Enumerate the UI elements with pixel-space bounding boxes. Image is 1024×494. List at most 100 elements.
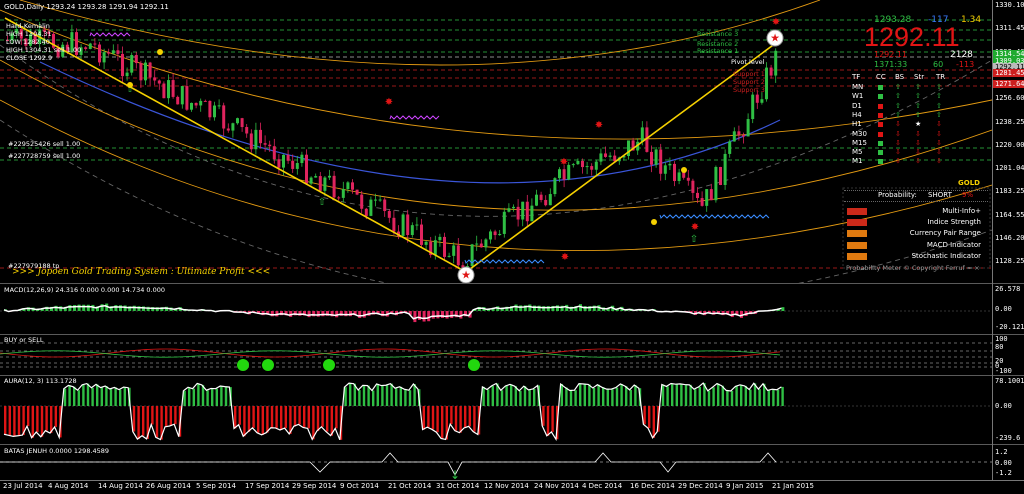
aura-bar — [9, 406, 11, 435]
price-scale[interactable]: 1330.101311.451293.401274.851256.601238.… — [992, 0, 1024, 480]
arrow-up-icon: ⇧ — [936, 92, 942, 101]
aura-bar — [252, 406, 254, 428]
aura-bar — [395, 388, 397, 406]
price-tick: 1146.20 — [995, 234, 1024, 242]
order-label[interactable]: #227728759 sell 1.00 — [8, 152, 80, 160]
aura-bar — [87, 384, 89, 406]
aura-label: AURA(12, 3) 113.1728 — [4, 377, 77, 385]
time-label: 5 Sep 2014 — [196, 482, 236, 490]
arrow-up-icon: ⇧ — [895, 111, 901, 120]
candle-body — [590, 166, 593, 170]
candle-body — [392, 218, 395, 232]
menu-item-label: Multi-Info+ — [942, 207, 981, 215]
arrow-down-icon: ↓ — [450, 468, 460, 480]
aura-bar — [432, 406, 434, 429]
aura-bar — [685, 385, 687, 406]
buysell-pane[interactable]: BUY or SELL — [0, 335, 992, 375]
mtf-row: MN⇧⇧⇧ — [840, 83, 990, 92]
candle-body — [139, 63, 142, 80]
macd-pane[interactable]: MACD(12,26,9) 24.316 0.000 0.000 14.734 … — [0, 284, 992, 334]
aura-bar — [27, 406, 29, 426]
aura-bar — [533, 389, 535, 406]
aura-bar — [740, 385, 742, 406]
candle-body — [434, 240, 437, 255]
menu-item[interactable]: Stochastic Indicator — [847, 252, 985, 262]
menu-item[interactable]: MACD Indicator — [847, 241, 985, 251]
macd-bar — [436, 311, 439, 318]
aura-bar — [96, 384, 98, 406]
candle-body — [310, 178, 313, 184]
candle-body — [586, 166, 589, 167]
buy-signal-dot-icon — [237, 359, 249, 371]
aura-bar — [469, 406, 471, 426]
time-label: 9 Oct 2014 — [340, 482, 379, 490]
aura-bar — [170, 406, 172, 426]
aura-bar — [781, 387, 783, 406]
aura-bar — [671, 384, 673, 406]
aura-bar — [492, 386, 494, 406]
candle-body — [222, 105, 225, 128]
aura-scale-bottom: -239.6 — [995, 434, 1020, 442]
candle-body — [751, 95, 754, 119]
arrow-up-icon: ⇧ — [936, 83, 942, 92]
aura-bar — [124, 387, 126, 406]
candle-body — [572, 164, 575, 165]
price-tick: 1256.60 — [995, 94, 1024, 102]
macd-bar — [423, 311, 426, 322]
menu-item[interactable]: Multi-Info+ — [847, 207, 985, 217]
arrow-down-icon: ⇩ — [936, 148, 942, 157]
aura-bar — [105, 386, 107, 406]
candle-body — [250, 133, 253, 149]
candle-body — [328, 176, 331, 178]
time-label: 29 Dec 2014 — [678, 482, 723, 490]
aura-bar — [597, 385, 599, 406]
menu-item[interactable]: Indice Strength — [847, 218, 985, 228]
mtf-timeframe: H4 — [852, 111, 862, 120]
zigzag-marker — [390, 116, 439, 119]
candle-body — [135, 55, 138, 63]
prob-label: Probability: — [878, 191, 917, 200]
aura-pane[interactable]: AURA(12, 3) 113.1728 — [0, 376, 992, 444]
main-chart-pane[interactable]: ★★⇧⇧⇧✸✸✸✸✸⇧✸ GOLD,Daily 1293.24 1293.28 … — [0, 0, 992, 283]
candle-body — [517, 207, 520, 220]
candle-body — [770, 68, 773, 76]
info-line: CLOSE 1292.9 — [6, 54, 81, 62]
aura-bar — [294, 406, 296, 426]
batas-scale-bottom: -1.2 — [995, 469, 1012, 477]
mtf-row: M15⇩⇩⇩ — [840, 139, 990, 148]
aura-bar — [662, 384, 664, 406]
candle-body — [581, 161, 584, 167]
candle-body — [438, 237, 441, 240]
dash-line3-a: 1371:33 — [874, 60, 907, 69]
candle-body — [167, 80, 170, 98]
aura-bar — [634, 385, 636, 406]
batas-pane[interactable]: ↓ BATAS JENUH 0.0000 1298.4589 — [0, 445, 992, 480]
aura-bar — [308, 406, 310, 428]
arrow-up-icon: ⇧ — [936, 111, 942, 120]
star-icon: ★ — [461, 269, 471, 282]
order-label[interactable]: #229525426 sell 1.00 — [8, 140, 80, 148]
macd-bar — [82, 305, 85, 311]
macd-bar — [317, 311, 320, 317]
arrow-down-icon: ⇩ — [895, 120, 901, 129]
mtf-row: W1⇧⇧⇧ — [840, 92, 990, 101]
candle-body — [609, 156, 612, 157]
aura-bar — [114, 387, 116, 406]
aura-bar — [349, 383, 351, 406]
macd-bar — [119, 305, 122, 311]
candle-body — [576, 161, 579, 164]
menu-item[interactable]: Currency Pair Range — [847, 229, 985, 239]
cc-square — [878, 104, 883, 109]
macd-bar — [308, 311, 311, 317]
arrow-down-icon: ⇩ — [936, 130, 942, 139]
arrow-down-icon: ⇩ — [936, 157, 942, 166]
price-tag: 1281.45 — [993, 69, 1024, 77]
candle-body — [742, 135, 745, 136]
dash-line2-b: 2128 — [950, 50, 973, 60]
aura-bar — [317, 406, 319, 431]
macd-bar — [413, 311, 416, 322]
aura-bar — [726, 390, 728, 406]
aura-bar — [768, 390, 770, 406]
aura-bar — [82, 385, 84, 406]
